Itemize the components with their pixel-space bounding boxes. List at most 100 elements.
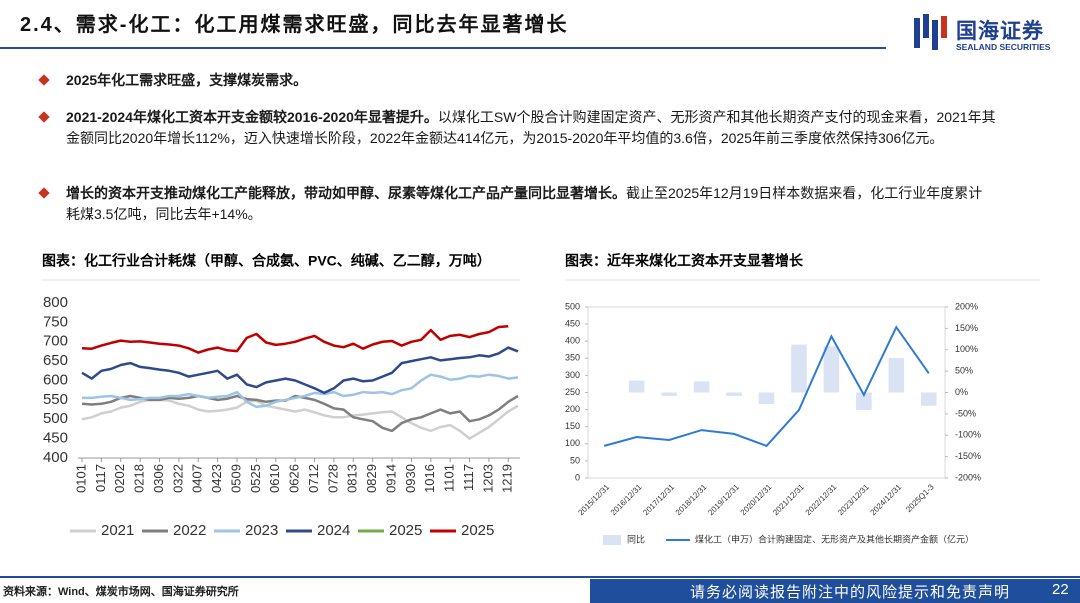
series-line [81, 346, 519, 395]
legend-label: 同比 [627, 533, 645, 544]
source-note: 资料来源：Wind、煤炭市场网、国海证券研究所 [3, 586, 239, 598]
y-tick-label: 0 [575, 472, 580, 482]
legend-swatch [603, 535, 621, 545]
bullet-text: 截止至2025年12月19日样本数据来看，化工行业年度累计耗煤3.5亿吨，同比去… [66, 185, 983, 222]
series-line [81, 398, 519, 440]
bar [661, 392, 677, 396]
bullet-bold: 2021-2024年煤化工资本开支金额较2016-2020年显著提升。 [66, 109, 438, 125]
y2-tick-label: 0% [955, 387, 968, 397]
x-tick-label: 0610 [267, 464, 282, 493]
y2-tick-label: 100% [955, 344, 978, 354]
x-tick-label: 1203 [480, 464, 495, 493]
y2-tick-label: -200% [955, 472, 981, 482]
x-tick-label: 0306 [151, 464, 166, 493]
y-tick-label: 500 [43, 410, 68, 427]
y-tick-label: 400 [565, 336, 580, 346]
y-tick-label: 200 [565, 404, 580, 414]
x-tick-label: 1101 [442, 464, 457, 492]
bullet: 2025年化工需求旺盛，支撑煤炭需求。 [66, 70, 996, 91]
logo-subtext: SEALAND SECURITIES [956, 42, 1051, 52]
bullet-text: 以煤化工SW个股合计购建固定资产、无形资产和其他长期资产支付的现金来看，2021… [66, 109, 996, 146]
y-tick-label: 350 [565, 353, 580, 363]
y-tick-label: 750 [43, 313, 68, 330]
bullet-bold: 2025年化工需求旺盛，支撑煤炭需求。 [66, 72, 308, 88]
bar [888, 357, 905, 393]
y-tick-label: 500 [565, 301, 580, 311]
x-tick-label: 0117 [93, 464, 108, 492]
x-tick-label: 1219 [500, 464, 515, 493]
x-tick-label: 0626 [287, 464, 302, 493]
bar [920, 392, 937, 406]
x-tick-label: 2024/12/31 [869, 482, 904, 517]
y2-tick-label: -150% [955, 451, 981, 461]
y-tick-label: 100 [565, 438, 580, 448]
bullet: 增长的资本开支推动煤化工产能释放，带动如甲醇、尿素等煤化工产品产量同比显著增长。… [66, 183, 996, 225]
disclaimer: 请务必阅读报告附注中的风险提示和免责声明 [690, 584, 1011, 601]
bullet: 2021-2024年煤化工资本开支金额较2016-2020年显著提升。以煤化工S… [66, 107, 996, 149]
bar [856, 392, 872, 411]
chart-title: 图表：化工行业合计耗煤（甲醇、合成氨、PVC、纯碱、乙二醇，万吨） [42, 253, 491, 269]
series-line [81, 325, 509, 354]
legend-label: 2021 [101, 522, 134, 539]
x-tick-label: 0728 [325, 464, 340, 493]
bar [693, 381, 710, 393]
y-tick-label: 300 [565, 370, 580, 380]
x-tick-label: 0525 [248, 464, 263, 493]
logo-icon [914, 14, 947, 50]
x-tick-label: 0423 [209, 464, 224, 493]
chart-title: 图表：近年来煤化工资本开支显著增长 [565, 253, 804, 269]
x-tick-label: 1016 [422, 464, 437, 493]
x-tick-label: 0407 [190, 464, 205, 493]
y-tick-label: 50 [570, 455, 580, 465]
x-tick-label: 2020/12/31 [739, 482, 774, 517]
y-tick-label: 250 [565, 387, 580, 397]
x-tick-label: 1117 [461, 464, 476, 491]
bar [726, 392, 742, 396]
x-tick-label: 0914 [383, 464, 398, 493]
x-tick-label: 0218 [132, 464, 147, 493]
y-tick-label: 600 [43, 371, 68, 388]
x-tick-label: 0202 [112, 464, 127, 493]
y2-tick-label: -50% [955, 408, 976, 418]
x-tick-label: 2023/12/31 [836, 482, 871, 517]
x-tick-label: 2022/12/31 [804, 482, 839, 517]
x-tick-label: 2017/12/31 [641, 482, 676, 517]
bullet-bold: 增长的资本开支推动煤化工产能释放，带动如甲醇、尿素等煤化工产品产量同比显著增长。 [66, 185, 626, 201]
series-line [82, 373, 519, 409]
bar [791, 344, 807, 393]
charts: 图表：化工行业合计耗煤（甲醇、合成氨、PVC、纯碱、乙二醇，万吨） 图表：近年来… [42, 253, 1040, 545]
legend-label: 2022 [173, 522, 206, 539]
y-tick-label: 650 [43, 352, 68, 369]
legend-label: 2025 [461, 522, 494, 539]
x-tick-label: 0712 [306, 464, 321, 493]
y-tick-label: 550 [43, 391, 68, 408]
x-tick-label: 2016/12/31 [609, 482, 644, 517]
bar [758, 392, 775, 405]
y-tick-label: 700 [43, 333, 68, 350]
y-tick-label: 450 [565, 318, 580, 328]
y2-tick-label: -100% [955, 430, 981, 440]
x-tick-label: 2015/12/31 [576, 482, 611, 517]
logo-text: 国海证券 [956, 20, 1044, 43]
y-tick-label: 150 [565, 421, 580, 431]
y2-tick-label: 50% [955, 366, 973, 376]
footer-rule [0, 576, 1080, 578]
y-tick-label: 400 [43, 449, 68, 466]
x-tick-label: 0322 [170, 464, 185, 493]
footer-bar [590, 579, 1080, 603]
bar [628, 380, 645, 393]
slide-title: 2.4、需求-化工：化工用煤需求旺盛，同比去年显著增长 [20, 14, 569, 36]
x-tick-label: 0509 [228, 464, 243, 493]
x-tick-label: 0101 [73, 464, 88, 493]
x-tick-label: 2021/12/31 [771, 482, 806, 517]
y2-tick-label: 200% [955, 301, 978, 311]
y-tick-label: 800 [43, 294, 68, 311]
y2-tick-label: 150% [955, 323, 978, 333]
legend-label: 煤化工（申万）合计购建固定、无形资产及其他长期资产金额（亿元） [695, 533, 974, 544]
legend-label: 2023 [245, 522, 278, 539]
x-tick-label: 2018/12/31 [674, 482, 709, 517]
legend-label: 2024 [317, 522, 350, 539]
x-tick-label: 0813 [345, 464, 360, 493]
title-rule [0, 47, 886, 49]
